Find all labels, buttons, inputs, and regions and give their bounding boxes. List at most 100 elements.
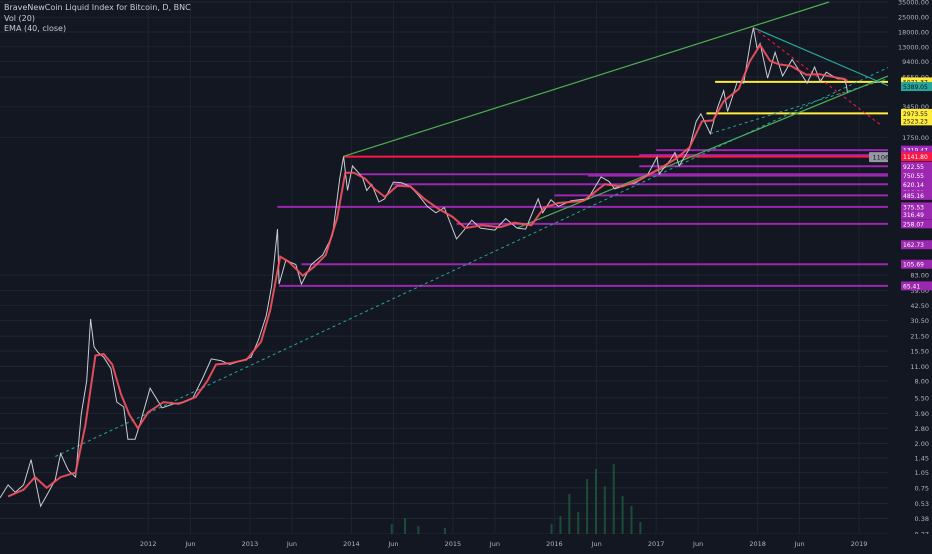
price-line[interactable]	[0, 27, 848, 508]
price-label: 316.49	[903, 212, 924, 219]
x-tick-label: 2018	[749, 540, 766, 548]
price-label-box	[901, 171, 932, 181]
price-label: 1141.80	[903, 154, 928, 161]
price-label: 620.14	[903, 182, 924, 189]
price-label-box	[901, 145, 932, 155]
price-label: 105.69	[903, 262, 924, 269]
price-label-box	[901, 161, 932, 171]
volume-bar	[444, 528, 446, 534]
y-tick-label: 21.50	[910, 333, 929, 341]
price-label: 750.55	[903, 173, 924, 180]
x-tick-label: 2016	[546, 540, 563, 548]
y-tick-label: 42.50	[910, 302, 929, 310]
volume-bar	[594, 469, 597, 534]
annotation-label: 1106.92	[873, 154, 900, 162]
price-label: 922.55	[903, 164, 924, 171]
price-label-box	[901, 240, 932, 250]
price-label-box	[901, 202, 932, 212]
y-tick-label: 2.00	[915, 440, 929, 448]
x-tick-label: Jun	[184, 540, 195, 548]
price-label: 65.41	[903, 283, 920, 290]
y-tick-label: 3.90	[915, 410, 929, 418]
x-tick-label: Jun	[489, 540, 500, 548]
y-tick-label: 0.38	[915, 515, 929, 523]
volume-bar	[612, 464, 615, 534]
volume-bar	[417, 526, 420, 534]
y-tick-label: 15.50	[910, 347, 929, 355]
volume-bar	[390, 524, 393, 534]
x-tick-label: 2012	[140, 540, 157, 548]
y-tick-label: 30.50	[910, 317, 929, 325]
price-label-box	[901, 179, 932, 189]
legend-symbol[interactable]: BraveNewCoin Liquid Index for Bitcoin, D…	[4, 3, 191, 12]
volume-bar	[568, 494, 571, 534]
price-label: 258.07	[903, 221, 924, 228]
x-tick-label: Jun	[286, 540, 297, 548]
price-label-box	[901, 116, 932, 126]
price-label: 162.73	[903, 242, 924, 249]
price-label-box	[901, 77, 932, 87]
x-tick-label: Jun	[794, 540, 805, 548]
price-label: 485.16	[903, 193, 924, 200]
y-tick-label: 11.00	[910, 363, 929, 371]
y-tick-label: 0.53	[915, 500, 929, 508]
y-tick-label: 5.50	[915, 394, 929, 402]
price-label-box	[901, 108, 932, 118]
volume-bar	[630, 506, 633, 534]
ema-line[interactable]	[7, 43, 848, 498]
trend-line[interactable]	[710, 78, 889, 135]
y-tick-label: 25000.00	[898, 14, 929, 22]
price-label: 2973.55	[903, 111, 928, 118]
legend-ema[interactable]: EMA (40, close)	[4, 24, 67, 33]
y-tick-label: 3450.00	[902, 103, 929, 111]
x-tick-label: 2019	[851, 540, 868, 548]
y-tick-label: 2.80	[915, 425, 929, 433]
time-axis-panel	[0, 534, 932, 550]
trend-line[interactable]	[753, 27, 889, 87]
trend-line[interactable]	[753, 27, 882, 126]
y-tick-label: 59.00	[910, 287, 929, 295]
x-tick-label: 2015	[445, 540, 462, 548]
y-tick-label: 18000.00	[898, 29, 929, 37]
volume-bar	[639, 522, 642, 534]
price-label: 2523.23	[903, 118, 928, 125]
chart-legend: BraveNewCoin Liquid Index for Bitcoin, D…	[4, 3, 191, 35]
x-tick-label: Jun	[387, 540, 398, 548]
price-label-box	[901, 219, 932, 229]
y-tick-label: 13000.00	[898, 43, 929, 51]
price-label-box	[901, 259, 932, 269]
legend-volume[interactable]: Vol (20)	[4, 13, 35, 23]
volume-bar	[559, 516, 562, 534]
volume-bar	[550, 524, 553, 534]
y-tick-label: 1.05	[915, 469, 929, 477]
y-tick-label: 1750.00	[902, 134, 929, 142]
x-tick-label: Jun	[692, 540, 703, 548]
y-tick-label: 83.00	[910, 272, 929, 280]
volume-bar	[404, 518, 407, 534]
y-tick-label: 35000.00	[898, 0, 929, 7]
trend-line[interactable]	[343, 1, 830, 157]
y-tick-label: 0.75	[915, 484, 929, 492]
price-label-box	[901, 281, 932, 291]
x-tick-label: 2013	[242, 540, 259, 548]
x-tick-label: 2014	[343, 540, 360, 548]
volume-bar	[586, 479, 589, 534]
price-label-box	[901, 82, 932, 92]
volume-bar	[603, 486, 606, 534]
price-axis-panel	[888, 0, 932, 550]
y-tick-label: 9400.00	[902, 58, 929, 66]
price-label-box	[901, 190, 932, 200]
price-label: 375.53	[903, 204, 924, 211]
x-tick-label: 2017	[648, 540, 665, 548]
trend-line[interactable]	[516, 75, 889, 229]
price-label-box	[901, 152, 932, 162]
x-tick-label: Jun	[591, 540, 602, 548]
price-label: 5389.05	[903, 84, 928, 91]
volume-bar	[621, 496, 624, 534]
volume-bar	[577, 512, 580, 534]
price-label-box	[901, 210, 932, 220]
y-tick-label: 8.00	[915, 377, 929, 385]
y-tick-label: 1.45	[915, 455, 929, 463]
